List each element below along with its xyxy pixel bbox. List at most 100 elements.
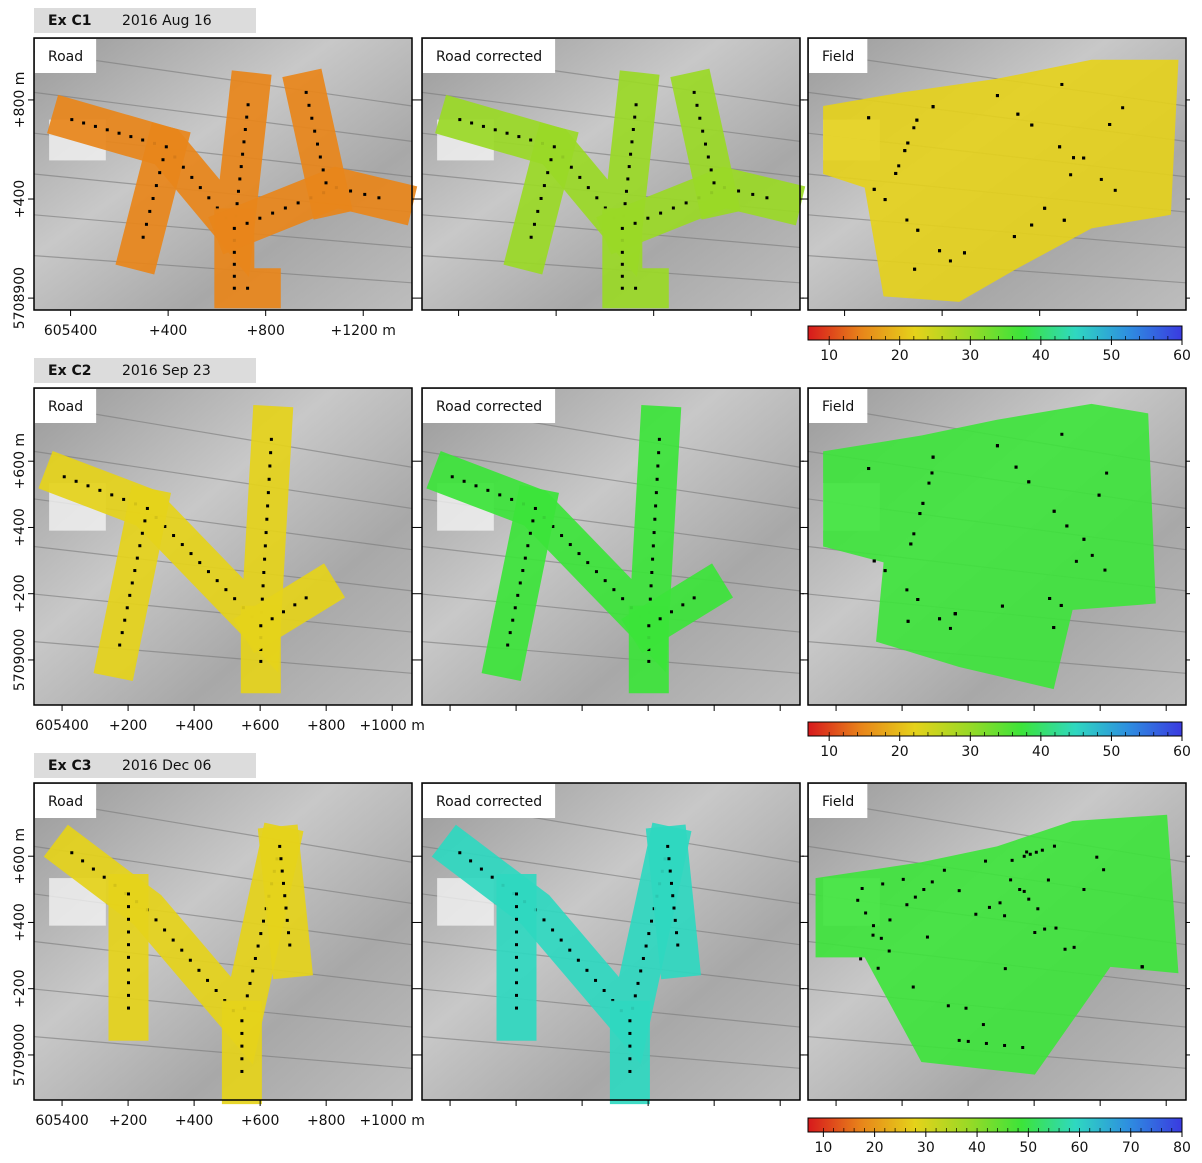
sample-point xyxy=(486,489,489,492)
sample-point xyxy=(996,94,999,97)
sample-point xyxy=(516,594,519,597)
colorbar-tick-label: 20 xyxy=(866,1140,884,1156)
sample-point xyxy=(282,882,285,885)
sample-point xyxy=(1064,948,1067,951)
sample-point xyxy=(270,438,273,441)
sample-point xyxy=(621,227,624,230)
sample-point xyxy=(1069,173,1072,176)
sample-point xyxy=(974,913,977,916)
sample-point xyxy=(1033,931,1036,934)
sample-point xyxy=(903,149,906,152)
sample-point xyxy=(268,478,271,481)
sample-point xyxy=(469,859,472,862)
sample-point xyxy=(154,918,157,921)
sample-point xyxy=(284,207,287,210)
colorbar-tick-label: 60 xyxy=(1173,744,1191,760)
sample-point xyxy=(123,619,126,622)
sample-point xyxy=(888,950,891,953)
sample-point xyxy=(918,512,921,515)
sample-point xyxy=(560,534,563,537)
sample-point xyxy=(888,918,891,921)
sample-point xyxy=(905,219,908,222)
sample-point xyxy=(206,979,209,982)
sample-point xyxy=(676,944,679,947)
sample-point xyxy=(145,223,148,226)
sample-point xyxy=(949,259,952,262)
sample-point xyxy=(293,603,296,606)
interpolated-area xyxy=(668,846,679,957)
sample-point xyxy=(515,930,518,933)
sample-point xyxy=(262,571,265,574)
sample-point xyxy=(238,177,241,180)
sample-point xyxy=(634,222,637,225)
sample-point xyxy=(988,906,991,909)
sample-point xyxy=(1035,851,1038,854)
colorbar-tick-label: 50 xyxy=(1103,348,1121,364)
sample-point xyxy=(603,989,606,992)
sample-point xyxy=(325,181,328,184)
sample-point xyxy=(279,857,282,860)
sample-point xyxy=(958,1039,961,1042)
sample-point xyxy=(867,116,870,119)
sample-point xyxy=(629,153,632,156)
sample-point xyxy=(233,287,236,290)
sample-point xyxy=(1025,850,1028,853)
sample-point xyxy=(670,882,673,885)
sample-point xyxy=(881,882,884,885)
row-date: 2016 Aug 16 xyxy=(122,13,212,29)
sample-point xyxy=(1027,898,1030,901)
sample-point xyxy=(906,141,909,144)
sample-point xyxy=(310,117,313,120)
sample-point xyxy=(884,569,887,572)
sample-point xyxy=(1141,965,1144,968)
sample-point xyxy=(1095,856,1098,859)
sample-point xyxy=(245,116,248,119)
row-title: Ex C3 xyxy=(48,758,91,774)
y-tick-label: +200 xyxy=(12,969,28,1007)
sample-point xyxy=(129,135,132,138)
y-tick-label: +600 m xyxy=(12,433,28,490)
sample-point xyxy=(628,1045,631,1048)
sample-point xyxy=(458,851,461,854)
colorbar xyxy=(808,326,1182,340)
sample-point xyxy=(569,543,572,546)
sample-point xyxy=(246,287,249,290)
sample-point xyxy=(240,1019,243,1022)
sample-point xyxy=(707,156,710,159)
sample-point xyxy=(621,263,624,266)
y-tick-label: +600 m xyxy=(12,828,28,885)
x-tick-label: +800 xyxy=(246,323,284,339)
sample-point xyxy=(594,979,597,982)
sample-point xyxy=(1065,524,1068,527)
x-tick-label: +1000 m xyxy=(359,718,424,734)
sample-point xyxy=(94,125,97,128)
sample-point xyxy=(158,171,161,174)
sample-point xyxy=(915,119,918,122)
sample-point xyxy=(666,845,669,848)
sample-point xyxy=(307,104,310,107)
sample-point xyxy=(207,196,210,199)
sample-point xyxy=(259,660,262,663)
x-tick-label: +600 xyxy=(241,1113,279,1129)
sample-point xyxy=(240,1057,243,1060)
sample-point xyxy=(1060,604,1063,607)
colorbar-tick-label: 60 xyxy=(1071,1140,1089,1156)
sample-point xyxy=(244,128,247,131)
sample-point xyxy=(216,579,219,582)
sample-point xyxy=(954,612,957,615)
sample-point xyxy=(765,196,768,199)
panel-label: Field xyxy=(822,794,854,810)
sample-point xyxy=(526,544,529,547)
sample-point xyxy=(930,471,933,474)
sample-point xyxy=(207,570,210,573)
sample-point xyxy=(626,177,629,180)
sample-point xyxy=(931,880,934,883)
sample-point xyxy=(259,932,262,935)
panel-label: Field xyxy=(822,49,854,65)
colorbar-tick-label: 40 xyxy=(1032,744,1050,760)
sample-point xyxy=(1003,1044,1006,1047)
sample-point xyxy=(288,944,291,947)
colorbar-tick-label: 80 xyxy=(1173,1140,1191,1156)
figure: Ex C12016 Aug 16Road605400+400+800+1200 … xyxy=(0,0,1202,1159)
sample-point xyxy=(515,905,518,908)
